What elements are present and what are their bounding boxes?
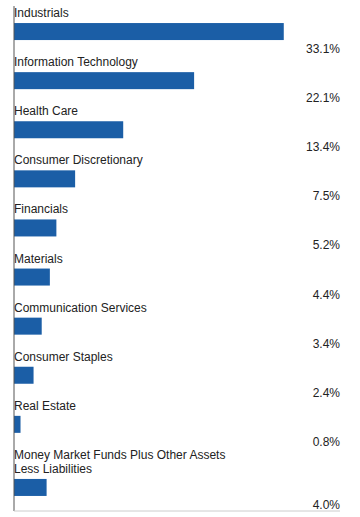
- category-label: Health Care: [14, 104, 78, 118]
- bar: [14, 121, 123, 138]
- data-label: 7.5%: [313, 189, 341, 203]
- category-label: Consumer Staples: [14, 350, 113, 364]
- bar: [14, 269, 50, 286]
- bar: [14, 479, 47, 496]
- data-label: 13.4%: [306, 140, 340, 154]
- bar: [14, 219, 56, 236]
- data-label: 22.1%: [306, 91, 340, 105]
- category-label: Industrials: [14, 6, 69, 20]
- category-label: Information Technology: [14, 55, 138, 69]
- bar: [14, 367, 34, 384]
- data-label: 4.4%: [313, 288, 341, 302]
- category-label: Financials: [14, 202, 68, 216]
- labels: Industrials 33.1% Information Technology 22…: [14, 6, 340, 512]
- x-axis-line: [14, 511, 340, 512]
- category-label: Consumer Discretionary: [14, 153, 143, 167]
- category-label: Communication Services: [14, 301, 147, 315]
- data-label: 3.4%: [313, 337, 341, 351]
- data-label: 33.1%: [306, 42, 340, 56]
- y-axis-line: [14, 6, 15, 511]
- bars: [14, 23, 284, 496]
- data-label: 4.0%: [313, 498, 341, 512]
- category-label: Money Market Funds Plus Other AssetsLess…: [14, 448, 225, 476]
- data-label: 0.8%: [313, 435, 341, 449]
- category-label: Real Estate: [14, 399, 76, 413]
- bar: [14, 318, 42, 335]
- chart: Industrials 33.1% Information Technology 22…: [0, 0, 360, 517]
- chart-container: Industrials 33.1% Information Technology 22…: [0, 0, 360, 517]
- bar: [14, 170, 75, 187]
- data-label: 5.2%: [313, 238, 341, 252]
- bar: [14, 23, 284, 40]
- data-label: 2.4%: [313, 386, 341, 400]
- bar: [14, 416, 21, 433]
- category-label: Materials: [14, 252, 63, 266]
- bar: [14, 72, 194, 89]
